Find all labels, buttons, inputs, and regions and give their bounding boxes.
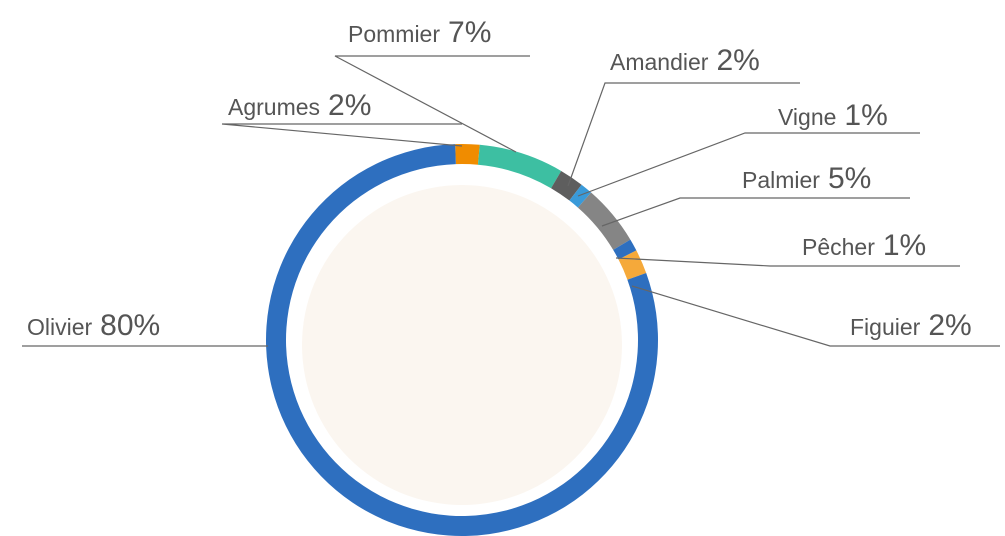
slice-name: Figuier [850, 314, 921, 340]
donut-segment [577, 192, 631, 250]
slice-name: Pêcher [802, 234, 875, 260]
leader-line [334, 55, 530, 153]
slice-value: 2% [716, 44, 759, 77]
slice-value: 2% [328, 89, 371, 122]
slice-label: Palmier 5% [742, 162, 871, 195]
donut-segment [618, 250, 647, 280]
donut-segment [477, 144, 562, 189]
slice-value: 80% [100, 309, 160, 342]
slice-label: Agrumes 2% [228, 89, 371, 122]
leader-line [567, 82, 800, 187]
slice-label: Olivier 80% [27, 309, 160, 342]
slice-name: Amandier [610, 49, 709, 75]
slice-name: Vigne [778, 104, 836, 130]
slice-name: Olivier [27, 314, 93, 340]
slice-value: 1% [883, 229, 926, 262]
slice-label: Figuier 2% [850, 309, 972, 342]
leader-line [615, 257, 960, 267]
leader-line [577, 132, 920, 197]
slice-value: 2% [928, 309, 971, 342]
slice-value: 5% [828, 162, 871, 195]
slice-name: Agrumes [228, 94, 320, 120]
donut-segment [551, 170, 582, 201]
slice-label: Pêcher 1% [802, 229, 926, 262]
slice-label: Amandier 2% [610, 44, 760, 77]
leader-line [601, 197, 910, 227]
donut-segment [569, 184, 592, 208]
donut-segment [613, 239, 637, 260]
donut-segment [455, 144, 480, 165]
leader-line [221, 123, 463, 147]
fruit-image [302, 185, 622, 505]
slice-label: Vigne 1% [778, 99, 888, 132]
slice-value: 7% [448, 16, 491, 49]
slice-label: Pommier 7% [348, 16, 491, 49]
slice-value: 1% [844, 99, 887, 132]
slice-name: Pommier [348, 21, 440, 47]
slice-name: Palmier [742, 167, 820, 193]
leader-line [631, 285, 1000, 347]
